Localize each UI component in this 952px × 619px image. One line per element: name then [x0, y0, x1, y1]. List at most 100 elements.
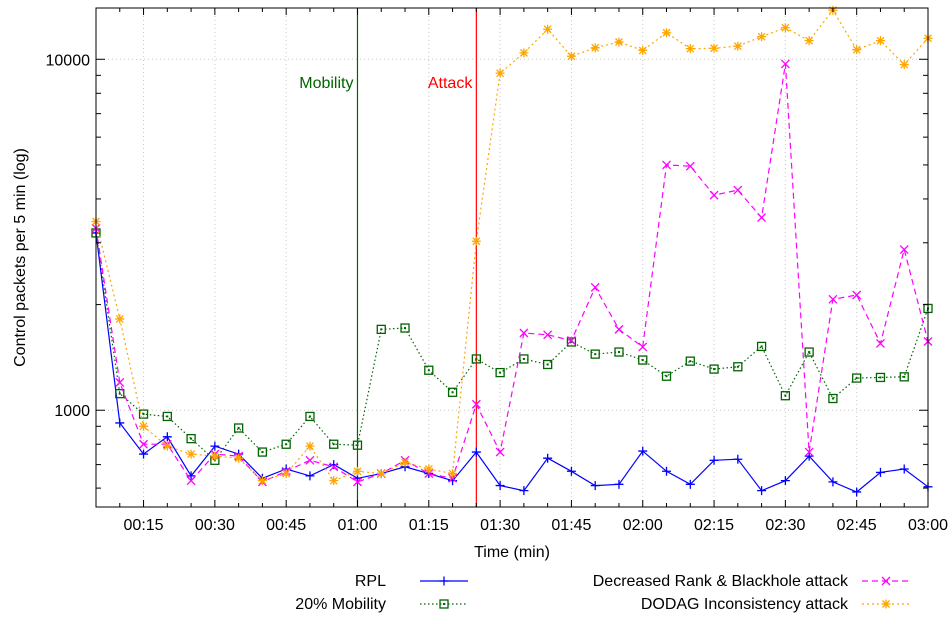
series-3 [91, 5, 933, 486]
data-point [614, 347, 624, 357]
data-point [439, 599, 449, 609]
series-1 [91, 228, 933, 465]
data-point-dot [641, 359, 644, 362]
data-point-dot [443, 603, 445, 605]
legend-entry: RPL [355, 573, 468, 590]
data-point [543, 330, 553, 340]
axis-ticks: 00:15 00:30 00:45 01:00 01:15 01:30 01:45 02:00… [46, 8, 948, 534]
data-point [353, 477, 362, 487]
data-point [828, 477, 838, 487]
data-point [828, 294, 838, 304]
data-point [305, 455, 315, 465]
data-point [495, 481, 505, 491]
data-point [519, 48, 529, 58]
data-point-dot [617, 351, 620, 354]
data-point-dot [118, 392, 121, 395]
data-point [305, 411, 315, 422]
data-point [852, 487, 862, 497]
data-point [899, 464, 909, 474]
data-point [590, 481, 600, 491]
data-point [471, 236, 481, 246]
data-point [804, 36, 814, 46]
data-point [757, 32, 767, 42]
data-point [614, 324, 624, 334]
data-point-dot [356, 444, 359, 447]
data-point-dot [261, 451, 264, 454]
legend-label: Decreased Rank & Blackhole attack [593, 573, 849, 590]
data-point [804, 447, 814, 457]
data-point [662, 160, 671, 170]
data-point [543, 359, 553, 370]
x-tick-label: 02:30 [765, 517, 805, 534]
data-point [709, 43, 719, 53]
data-point [329, 460, 339, 470]
data-point-dot [499, 371, 502, 374]
data-point [139, 449, 149, 459]
data-point [566, 466, 576, 476]
data-point [519, 486, 529, 496]
data-point [852, 290, 862, 300]
data-point [638, 446, 648, 456]
data-point [115, 314, 125, 324]
data-point [186, 476, 196, 486]
data-point [115, 388, 125, 399]
data-point [662, 28, 672, 38]
data-point [638, 355, 648, 365]
data-point [685, 479, 695, 489]
data-point [875, 467, 885, 477]
x-tick-label: 00:15 [124, 517, 164, 534]
data-point [424, 365, 434, 375]
data-point [881, 599, 891, 609]
y-tick-label: 10000 [46, 52, 91, 69]
data-point [780, 59, 790, 69]
data-point [210, 441, 220, 451]
data-point-dot [808, 351, 811, 354]
annotation-lines: Mobility Attack [299, 8, 477, 507]
data-point [186, 433, 196, 444]
data-point-dot [855, 377, 858, 380]
data-point [305, 471, 315, 481]
x-tick-label: 00:45 [266, 517, 306, 534]
data-point [115, 377, 125, 387]
data-point [828, 393, 838, 404]
data-point [780, 476, 790, 486]
data-point [352, 466, 362, 476]
data-point [590, 349, 600, 359]
data-point [709, 190, 719, 200]
data-point-dot [713, 368, 716, 371]
data-point [875, 36, 885, 46]
data-point-dot [475, 357, 478, 360]
data-point [661, 371, 672, 381]
x-axis-label: Time (min) [474, 544, 550, 561]
data-point [590, 43, 600, 53]
legend-entry: DODAG Inconsistency attack [641, 596, 910, 613]
data-point [471, 447, 481, 457]
data-point-dot [380, 328, 383, 331]
data-point-dot [570, 340, 573, 343]
data-point [400, 323, 410, 333]
data-point [376, 324, 386, 335]
series-line [95, 63, 929, 483]
x-tick-label: 01:15 [409, 517, 449, 534]
annotation-label: Mobility [299, 75, 353, 92]
data-point [439, 576, 449, 586]
data-point-dot [760, 345, 763, 348]
data-point-dot [308, 415, 311, 418]
legend-entry: Decreased Rank & Blackhole attack [593, 573, 910, 590]
data-point [852, 373, 862, 383]
data-point [162, 441, 172, 451]
data-point [566, 337, 577, 347]
data-point [804, 347, 814, 357]
x-tick-label: 02:15 [694, 517, 734, 534]
grid [96, 8, 929, 507]
data-point [590, 282, 600, 292]
data-point [709, 455, 719, 465]
data-point [495, 68, 505, 78]
series-group [91, 5, 933, 497]
data-point [329, 439, 339, 449]
legend-entry: 20% Mobility [295, 596, 468, 613]
y-axis-label: Control packets per 5 min (log) [12, 148, 29, 367]
data-point [495, 447, 505, 457]
data-point [448, 469, 458, 479]
data-point [614, 37, 624, 47]
